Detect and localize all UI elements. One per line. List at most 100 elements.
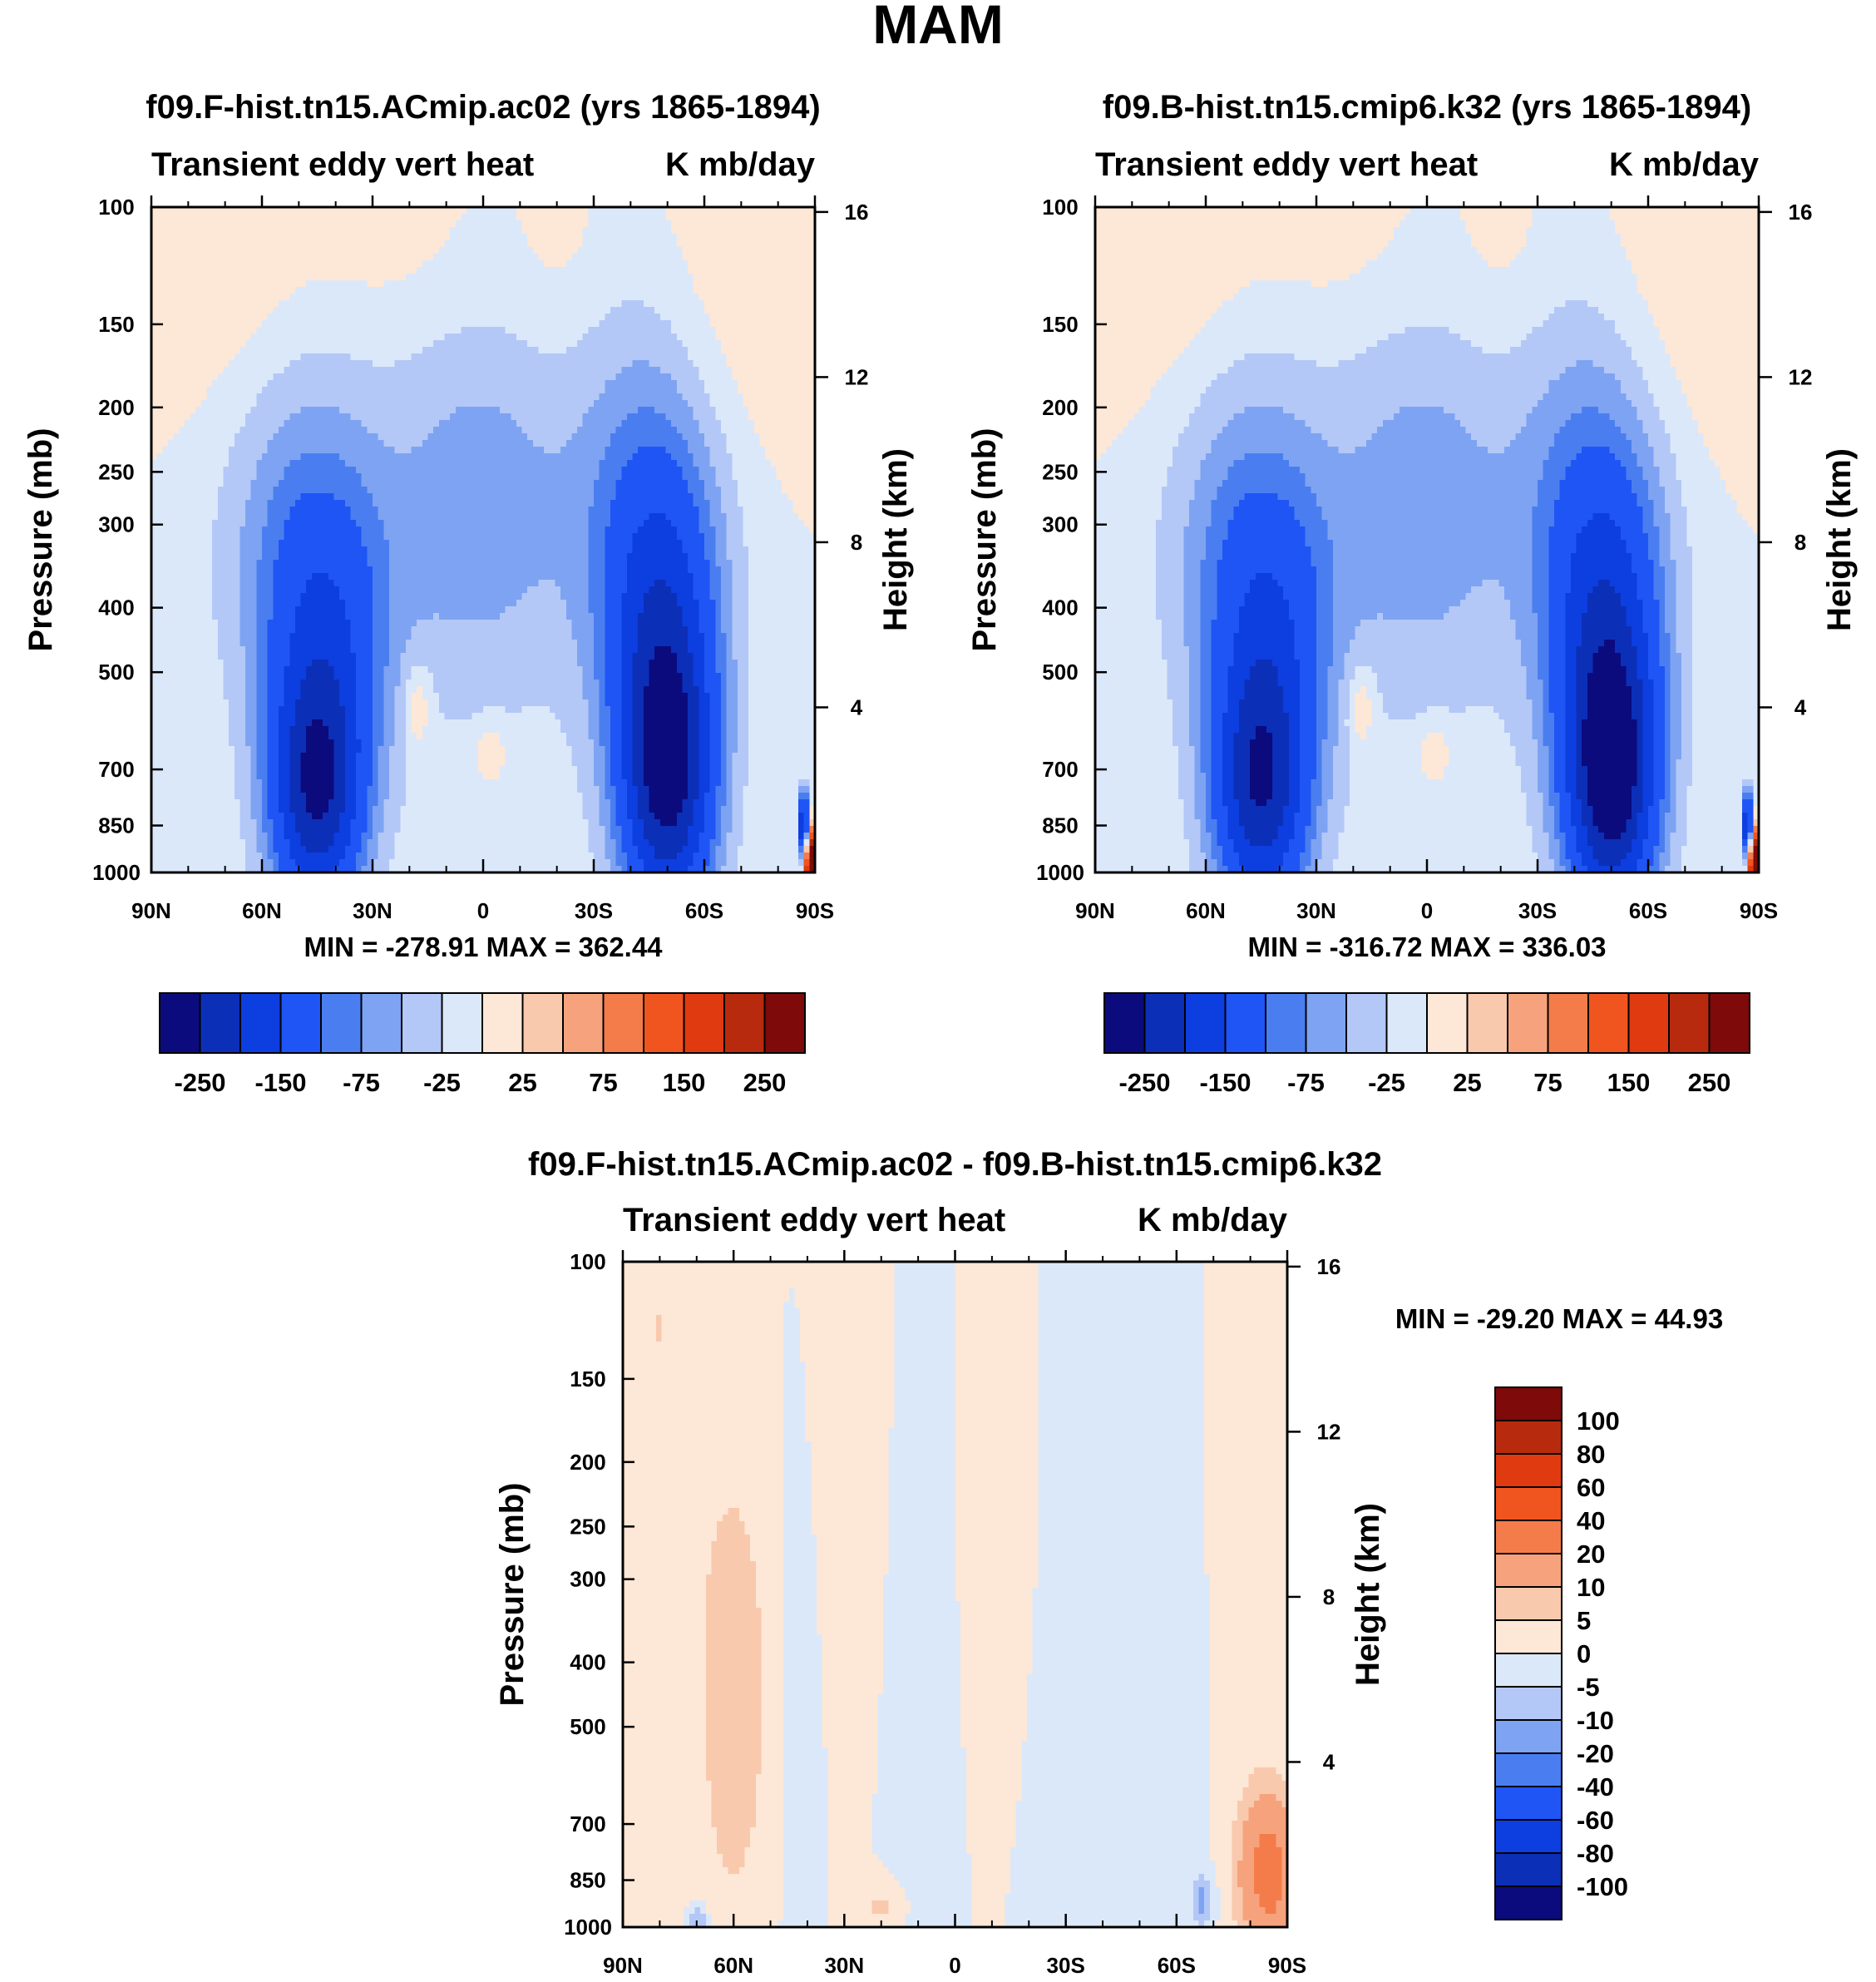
panel1-cell [267,660,290,667]
panel2-cell [1338,693,1350,700]
panel2-cell [1686,813,1743,820]
panel1-cell [394,686,407,694]
panel2-cell [1692,600,1760,607]
panel1-cell [588,606,605,614]
panel2-cell [1703,433,1760,441]
panel3-cell [705,1694,763,1702]
panel3-cell [888,1521,956,1529]
panel3-cell [1198,1920,1205,1928]
panel3-cell [811,1461,890,1469]
panel3-cell [1038,1455,1205,1462]
panel2-cell [1321,773,1334,780]
panel2-cell [1200,606,1217,614]
panel1-cell [151,367,225,374]
panel2-cell [1338,846,1533,853]
panel1-cell [505,327,589,334]
panel2-cell [1095,846,1190,853]
panel1-cell [671,646,689,654]
panel1-cell [388,766,407,774]
panel1-cell [455,220,523,228]
panel1-cell [289,513,351,521]
panel2-cell [1532,214,1611,221]
panel2-cell [1592,813,1632,820]
panel1-cell [693,413,716,421]
panel2-cell [1095,240,1390,248]
panel3-cell [1209,1714,1288,1722]
panel3-cell [623,1668,707,1675]
panel3-cell [822,1668,884,1675]
panel2-cell [1532,600,1549,607]
panel1-cell [605,553,628,561]
panel2-cell [1095,753,1179,760]
panel3-cell [955,1561,1039,1569]
panel2-cell [1288,799,1301,807]
panel3-cell [794,1288,895,1296]
panel1-cell [638,407,655,414]
panel3-cell [623,1907,684,1915]
panel2-cell [1095,274,1350,281]
panel3-cell [1204,1302,1288,1309]
panel2-cell [1271,733,1290,740]
panel3-cell [623,1475,784,1482]
panel2-cell [1095,254,1378,261]
panel1-cell [339,686,357,694]
panel1-cell [505,706,523,714]
panel1-cell [151,693,225,700]
panel2-cell [1653,586,1666,594]
panel2-cell [1637,753,1643,760]
panel2-cell [1365,347,1484,354]
panel1-cell [732,633,749,640]
panel3-cell [1276,1907,1288,1915]
panel1-cell [294,699,340,707]
panel1-cell [605,853,617,860]
panel1-cell [565,613,595,620]
panel1-cell [626,413,667,421]
panel2-cell [1321,846,1340,853]
panel3-cell [1242,1854,1255,1861]
panel3-cell [623,1654,707,1662]
panel2-cell [1443,739,1511,747]
panel1-cell [594,673,605,680]
panel1-cell [599,460,628,467]
panel2-cell [1548,786,1555,793]
panel2-cell [1548,453,1577,461]
panel3-cell [1232,1854,1244,1861]
panel1-cell [278,739,290,747]
panel1-cell [383,719,396,727]
panel1-cell [599,819,611,827]
panel3-cell [871,1794,967,1802]
panel2-cell [1211,706,1229,714]
panel2-cell [1311,799,1323,807]
panel3-cell [705,1734,763,1742]
panel2-cell [1327,819,1345,827]
panel3-cell [761,1727,784,1735]
panel1-cell [748,640,816,647]
panel1-cell [151,779,235,787]
panel1-cell [538,254,572,261]
panel2-pressure-tick-label: 850 [1042,813,1078,838]
panel2-ylabel: Pressure (mb) [966,428,1003,652]
panel1-cell [223,666,246,674]
panel3-cell [783,1308,801,1316]
panel3-cell [871,1801,967,1808]
panel2-cell [1156,540,1184,547]
panel1-cell [151,347,240,354]
panel1-colorbar-box [320,992,363,1054]
panel1-cell [151,467,225,474]
panel2-cell [1183,819,1201,827]
panel1-cell [239,819,257,827]
panel1-cell [333,493,373,501]
panel1-cell [151,859,246,867]
panel1-cell [373,693,384,700]
panel3-cell [1281,1774,1288,1782]
panel1-cell [455,407,501,414]
panel3-cell [811,1495,890,1502]
panel1-cell [239,640,257,647]
panel1-cell [373,813,384,820]
panel3-cell [623,1368,784,1376]
panel1-cell [726,640,733,647]
panel2-cell [1349,759,1422,767]
panel2-cell [1576,673,1588,680]
panel2-cell [1200,733,1212,740]
panel1-cell [378,799,384,807]
